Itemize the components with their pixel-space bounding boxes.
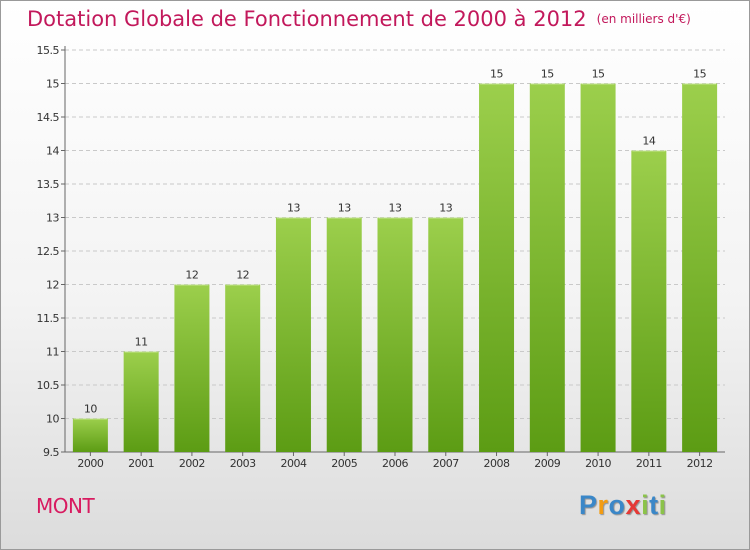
data-label: 13: [439, 202, 452, 215]
bar-layer: [72, 83, 718, 452]
proxiti-logo[interactable]: Proxiti: [579, 490, 667, 521]
logo-letter: r: [597, 490, 609, 520]
x-tick-label: 2010: [585, 457, 611, 470]
x-tick-label: 2007: [433, 457, 459, 470]
y-tick-label: 13.5: [37, 178, 60, 191]
x-tick-label: 2011: [636, 457, 662, 470]
x-tick-label: 2002: [179, 457, 205, 470]
bar: [479, 83, 515, 452]
y-tick-label: 14: [46, 145, 59, 158]
bar: [123, 351, 159, 452]
bar: [275, 217, 311, 452]
logo-letter: o: [608, 490, 626, 520]
y-tick-label: 14.5: [37, 111, 60, 124]
bar: [72, 418, 108, 452]
bar: [326, 217, 362, 452]
x-tick-label: 2000: [77, 457, 103, 470]
label-layer: 10 2000 11 2001 12 2002 12 2003 13 2004 13 2005 13 20…: [77, 68, 713, 471]
bar: [682, 83, 718, 452]
chart-title: Dotation Globale de Fonctionnement de 20…: [27, 7, 691, 31]
x-tick-label: 2006: [382, 457, 408, 470]
logo-letter: P: [579, 490, 598, 520]
data-label: 15: [693, 68, 706, 81]
y-tick-label: 15.5: [37, 44, 60, 57]
data-label: 10: [84, 403, 97, 416]
chart-subtitle: (en milliers d'€): [596, 12, 691, 26]
data-label: 14: [642, 135, 655, 148]
y-tick-label: 9.5: [43, 446, 59, 459]
data-label: 15: [541, 68, 554, 81]
chart-title-text: Dotation Globale de Fonctionnement de 20…: [27, 7, 587, 31]
data-label: 13: [389, 202, 402, 215]
x-tick-label: 2012: [687, 457, 713, 470]
y-tick-label: 10.5: [37, 379, 60, 392]
bar: [529, 83, 565, 452]
data-label: 13: [338, 202, 351, 215]
commune-name: MONT: [36, 494, 95, 518]
y-tick-label: 15: [46, 78, 59, 91]
logo-letter: x: [625, 490, 642, 520]
x-tick-label: 2001: [128, 457, 154, 470]
x-tick-label: 2009: [534, 457, 560, 470]
data-label: 15: [490, 68, 503, 81]
y-tick-label: 11: [46, 346, 59, 359]
y-tick-label: 11.5: [37, 312, 60, 325]
bar: [580, 83, 616, 452]
x-tick-label: 2005: [331, 457, 357, 470]
logo-letter: t: [649, 490, 659, 520]
logo-letter: i: [641, 490, 650, 520]
y-tick-label: 12.5: [37, 245, 60, 258]
data-label: 12: [185, 269, 198, 282]
y-tick-label: 13: [46, 212, 59, 225]
bar: [631, 150, 667, 452]
data-label: 11: [135, 336, 148, 349]
bar: [174, 284, 210, 452]
data-label: 15: [592, 68, 605, 81]
x-tick-label: 2003: [230, 457, 256, 470]
bar: [377, 217, 413, 452]
x-tick-label: 2004: [280, 457, 306, 470]
data-label: 13: [287, 202, 300, 215]
x-tick-label: 2008: [484, 457, 510, 470]
y-tick-label: 12: [46, 279, 59, 292]
data-label: 12: [236, 269, 249, 282]
bar: [428, 217, 464, 452]
bar: [225, 284, 261, 452]
y-tick-label: 10: [46, 413, 59, 426]
logo-letter: i: [658, 490, 667, 520]
